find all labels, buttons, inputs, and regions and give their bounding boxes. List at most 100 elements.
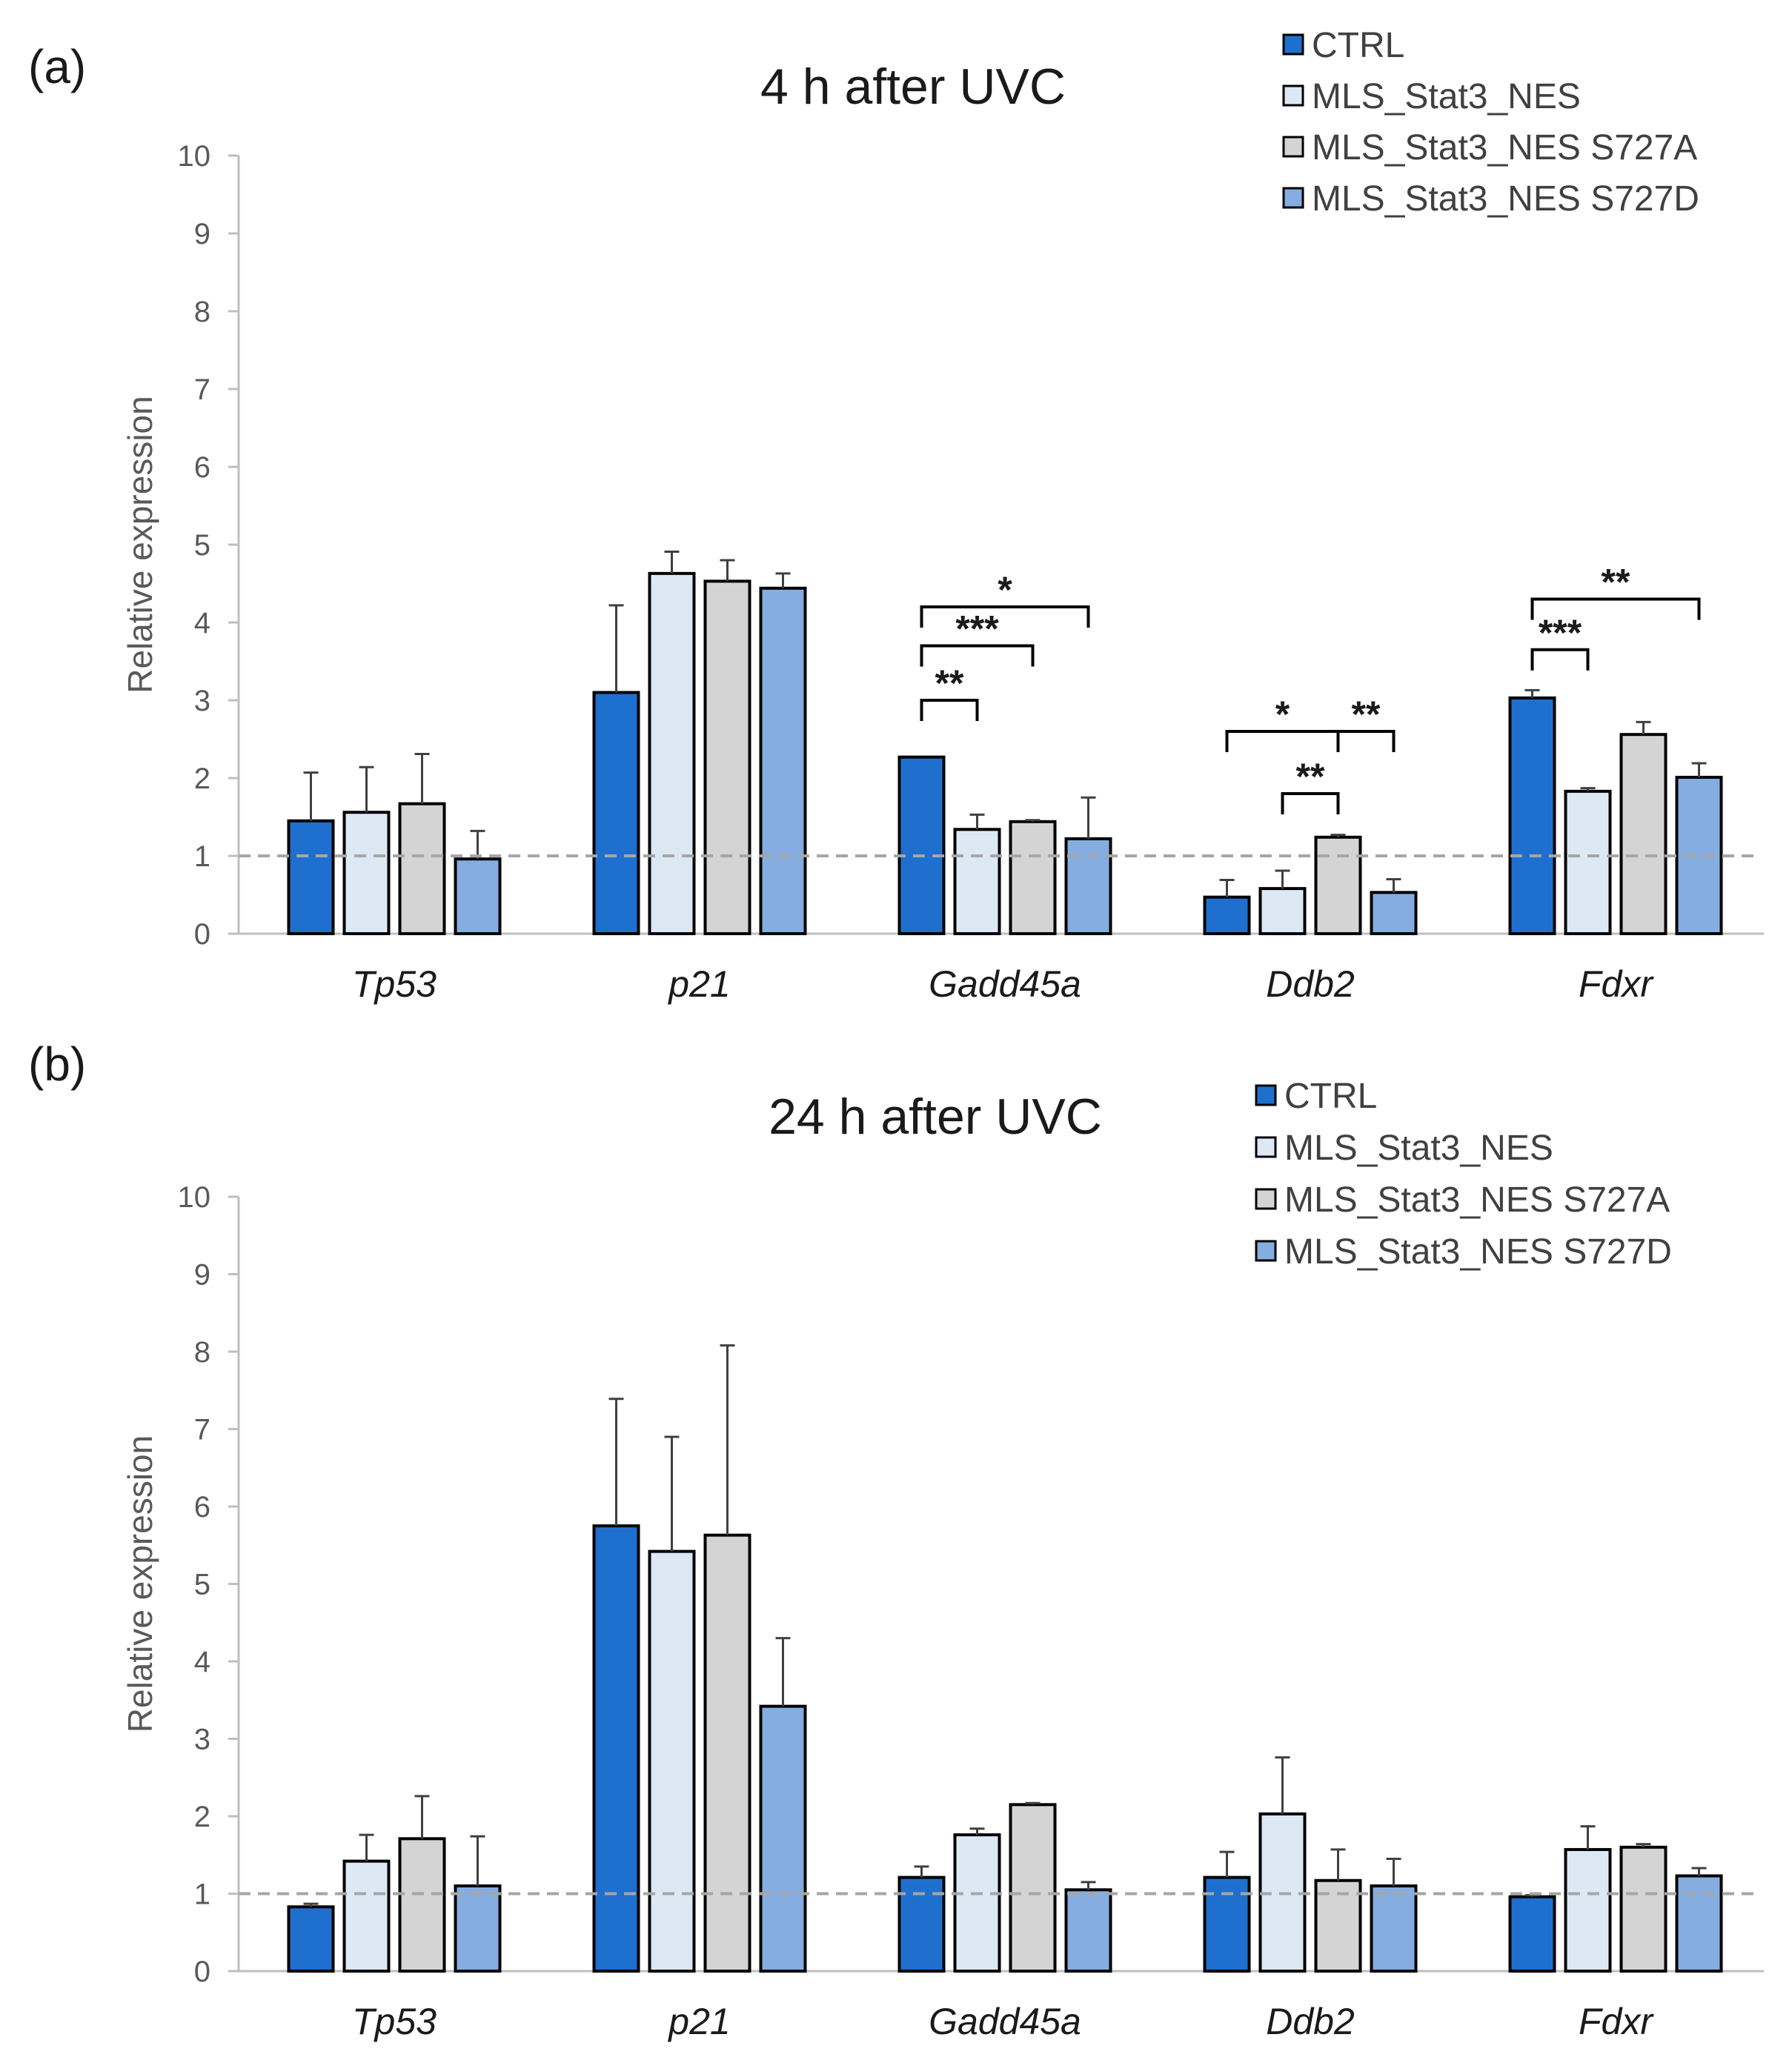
bar-tp53-series-3	[454, 857, 502, 935]
significance-bracket	[1530, 648, 1590, 671]
bar-gadd45a-series-2	[1009, 820, 1057, 936]
significance-bracket	[920, 605, 1090, 628]
y-axis-label: Relative expression	[121, 1435, 159, 1733]
y-tick-label: 5	[194, 1569, 210, 1601]
legend-swatch	[1255, 1188, 1277, 1210]
y-tick-label: 7	[194, 1414, 210, 1446]
legend-label: MLS_Stat3_NES S727D	[1284, 1232, 1672, 1272]
bar-p21-series-1	[648, 571, 696, 935]
bar-gadd45a-series-3	[1064, 837, 1112, 936]
x-tick-label: Fdxr	[1579, 963, 1654, 1005]
bar-p21-series-0	[592, 691, 640, 935]
bar-p21-series-1	[648, 1549, 696, 1973]
legend-swatch	[1282, 33, 1304, 56]
significance-bracket	[920, 699, 979, 721]
bar-ddb2-series-2	[1314, 1878, 1362, 1973]
y-axis-label: Relative expression	[121, 396, 159, 693]
bar-fdxr-series-0	[1508, 696, 1556, 935]
bar-gadd45a-series-1	[953, 1833, 1001, 1973]
y-tick-label: 9	[194, 1259, 210, 1292]
panel-label: (a)	[28, 40, 86, 93]
significance-label: **	[935, 662, 964, 704]
bar-p21-series-3	[759, 586, 807, 935]
bar-gadd45a-series-2	[1009, 1803, 1057, 1973]
bar-fdxr-series-1	[1564, 1847, 1612, 1973]
bar-p21-series-2	[703, 579, 751, 935]
legend-label: MLS_Stat3_NES S727A	[1284, 1180, 1670, 1220]
bar-tp53-series-1	[342, 811, 391, 935]
y-tick-label: 3	[194, 685, 210, 717]
bar-gadd45a-series-0	[897, 1876, 946, 1973]
legend-swatch	[1282, 136, 1304, 158]
y-tick-label: 0	[194, 1956, 210, 1988]
y-tick-label: 4	[194, 1646, 210, 1678]
bar-fdxr-series-2	[1619, 1845, 1667, 1973]
bar-p21-series-0	[592, 1524, 640, 1973]
y-tick-label: 8	[194, 296, 210, 328]
x-tick-label: Tp53	[352, 2001, 437, 2042]
x-tick-label: Gadd45a	[929, 963, 1081, 1005]
bar-ddb2-series-0	[1203, 895, 1251, 936]
legend-swatch	[1255, 1240, 1277, 1262]
y-tick-label: 7	[194, 373, 210, 406]
y-tick-label: 8	[194, 1336, 210, 1369]
x-tick-label: Gadd45a	[929, 2001, 1081, 2042]
bar-tp53-series-0	[287, 819, 335, 935]
y-tick-label: 5	[194, 529, 210, 562]
x-tick-label: p21	[667, 2001, 730, 2042]
bar-tp53-series-2	[398, 1837, 446, 1973]
panel-label: (b)	[28, 1037, 86, 1091]
bar-ddb2-series-3	[1370, 891, 1418, 935]
x-tick-label: Tp53	[352, 963, 437, 1005]
bar-gadd45a-series-0	[897, 755, 946, 936]
bar-gadd45a-series-3	[1064, 1888, 1112, 1973]
significance-label: *	[998, 569, 1012, 611]
legend-label: CTRL	[1284, 1077, 1377, 1116]
bar-ddb2-series-3	[1370, 1884, 1418, 1973]
bar-fdxr-series-0	[1508, 1895, 1556, 1973]
y-tick-label: 2	[194, 1801, 210, 1833]
chart-title: 4 h after UVC	[760, 59, 1066, 115]
y-tick-label: 1	[194, 1878, 210, 1911]
y-tick-label: 0	[194, 918, 210, 951]
y-tick-label: 6	[194, 1491, 210, 1524]
y-tick-label: 10	[178, 140, 211, 173]
legend-swatch	[1282, 187, 1304, 209]
significance-bracket	[1530, 597, 1701, 620]
x-tick-label: Fdxr	[1579, 2001, 1654, 2042]
y-tick-label: 9	[194, 218, 210, 250]
bar-ddb2-series-2	[1314, 835, 1362, 936]
legend-swatch	[1255, 1084, 1277, 1106]
legend-label: MLS_Stat3_NES S727A	[1312, 128, 1697, 167]
y-tick-label: 2	[194, 763, 210, 795]
legend-swatch	[1255, 1136, 1277, 1158]
significance-bracket	[1336, 730, 1396, 752]
legend-label: MLS_Stat3_NES	[1284, 1129, 1553, 1168]
significance-label: **	[1296, 756, 1325, 797]
bar-p21-series-3	[759, 1704, 807, 1973]
significance-label: **	[1352, 694, 1381, 735]
significance-label: ***	[955, 608, 999, 650]
bar-tp53-series-3	[454, 1884, 502, 1973]
bar-tp53-series-2	[398, 802, 446, 936]
legend-label: MLS_Stat3_NES	[1312, 77, 1581, 116]
bar-fdxr-series-1	[1564, 789, 1612, 935]
legend-swatch	[1282, 84, 1304, 107]
y-tick-label: 1	[194, 840, 210, 873]
chart-title: 24 h after UVC	[769, 1089, 1102, 1145]
significance-label: ***	[1539, 612, 1582, 654]
significance-label: *	[1275, 694, 1290, 735]
bar-fdxr-series-2	[1619, 733, 1667, 935]
legend-label: CTRL	[1312, 26, 1404, 65]
significance-bracket	[1281, 792, 1340, 814]
y-tick-label: 4	[194, 607, 210, 640]
bar-gadd45a-series-1	[953, 828, 1001, 936]
y-tick-label: 6	[194, 451, 210, 484]
bar-tp53-series-1	[342, 1859, 391, 1973]
x-tick-label: p21	[667, 963, 730, 1005]
significance-label: **	[1602, 562, 1630, 603]
significance-bracket	[920, 644, 1035, 667]
y-tick-label: 3	[194, 1724, 210, 1756]
bar-ddb2-series-0	[1203, 1876, 1251, 1973]
